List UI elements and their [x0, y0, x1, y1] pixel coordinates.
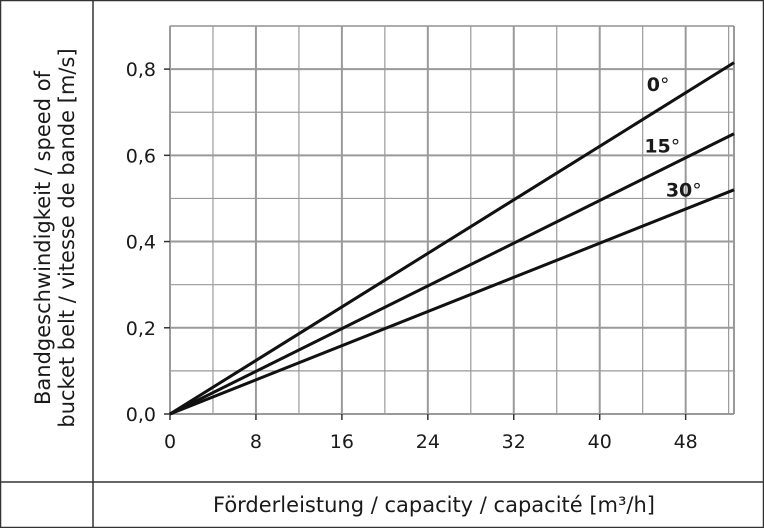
series-label-value: 30	[666, 180, 692, 202]
series-label: 30°	[666, 180, 702, 202]
series-line	[169, 61, 735, 416]
series-label-value: 15	[644, 135, 670, 157]
x-tick-label: 48	[674, 431, 698, 453]
series-lines	[169, 61, 735, 416]
series-label-degree: °	[692, 180, 702, 202]
y-axis-label-line-2: bucket belt / vitesse de bande [m/s]	[55, 48, 79, 427]
x-tick-label: 40	[588, 431, 612, 453]
y-tick-label: 0,4	[126, 232, 156, 254]
grid	[164, 25, 735, 420]
series-label: 0°	[647, 74, 670, 96]
x-tick-label: 24	[416, 431, 440, 453]
series-line	[169, 188, 735, 416]
x-tick-label: 0	[164, 431, 176, 453]
y-tick-label: 0,8	[126, 59, 156, 81]
y-tick-label: 0,2	[126, 318, 156, 340]
x-axis-label: Förderleistung / capacity / capacité [m³…	[213, 493, 655, 517]
y-axis-label-line-1: Bandgeschwindigkeit / speed of	[31, 70, 55, 405]
series-label-value: 0	[647, 74, 660, 96]
x-tick-label: 16	[330, 431, 354, 453]
y-tick-label: 0,6	[126, 145, 156, 167]
tick-labels: 0 8 16 24 32 40 48 0,0 0,2 0,4 0,6 0,8	[126, 59, 698, 453]
x-tick-label: 8	[250, 431, 262, 453]
series-line	[169, 132, 735, 416]
x-tick-label: 32	[502, 431, 526, 453]
series-label-degree: °	[660, 74, 670, 96]
y-tick-label: 0,0	[126, 404, 156, 426]
series-label-degree: °	[671, 135, 681, 157]
series-labels: 0°15°30°	[644, 74, 701, 202]
series-label: 15°	[644, 135, 680, 157]
